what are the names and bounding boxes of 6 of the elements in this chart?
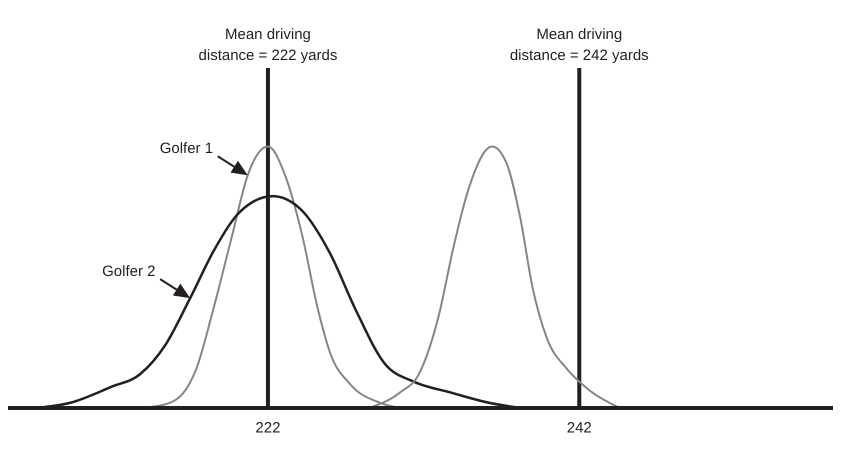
ref-line-label: Mean driving distance = 242 yards <box>510 26 649 64</box>
text: Golfer 2 <box>102 263 156 280</box>
x-tick-label: 222 <box>255 420 280 437</box>
ref-line-label: Mean driving distance = 222 yards <box>198 26 338 64</box>
text: Golfer 1 <box>160 140 214 158</box>
x-tick-label: 242 <box>566 420 592 437</box>
